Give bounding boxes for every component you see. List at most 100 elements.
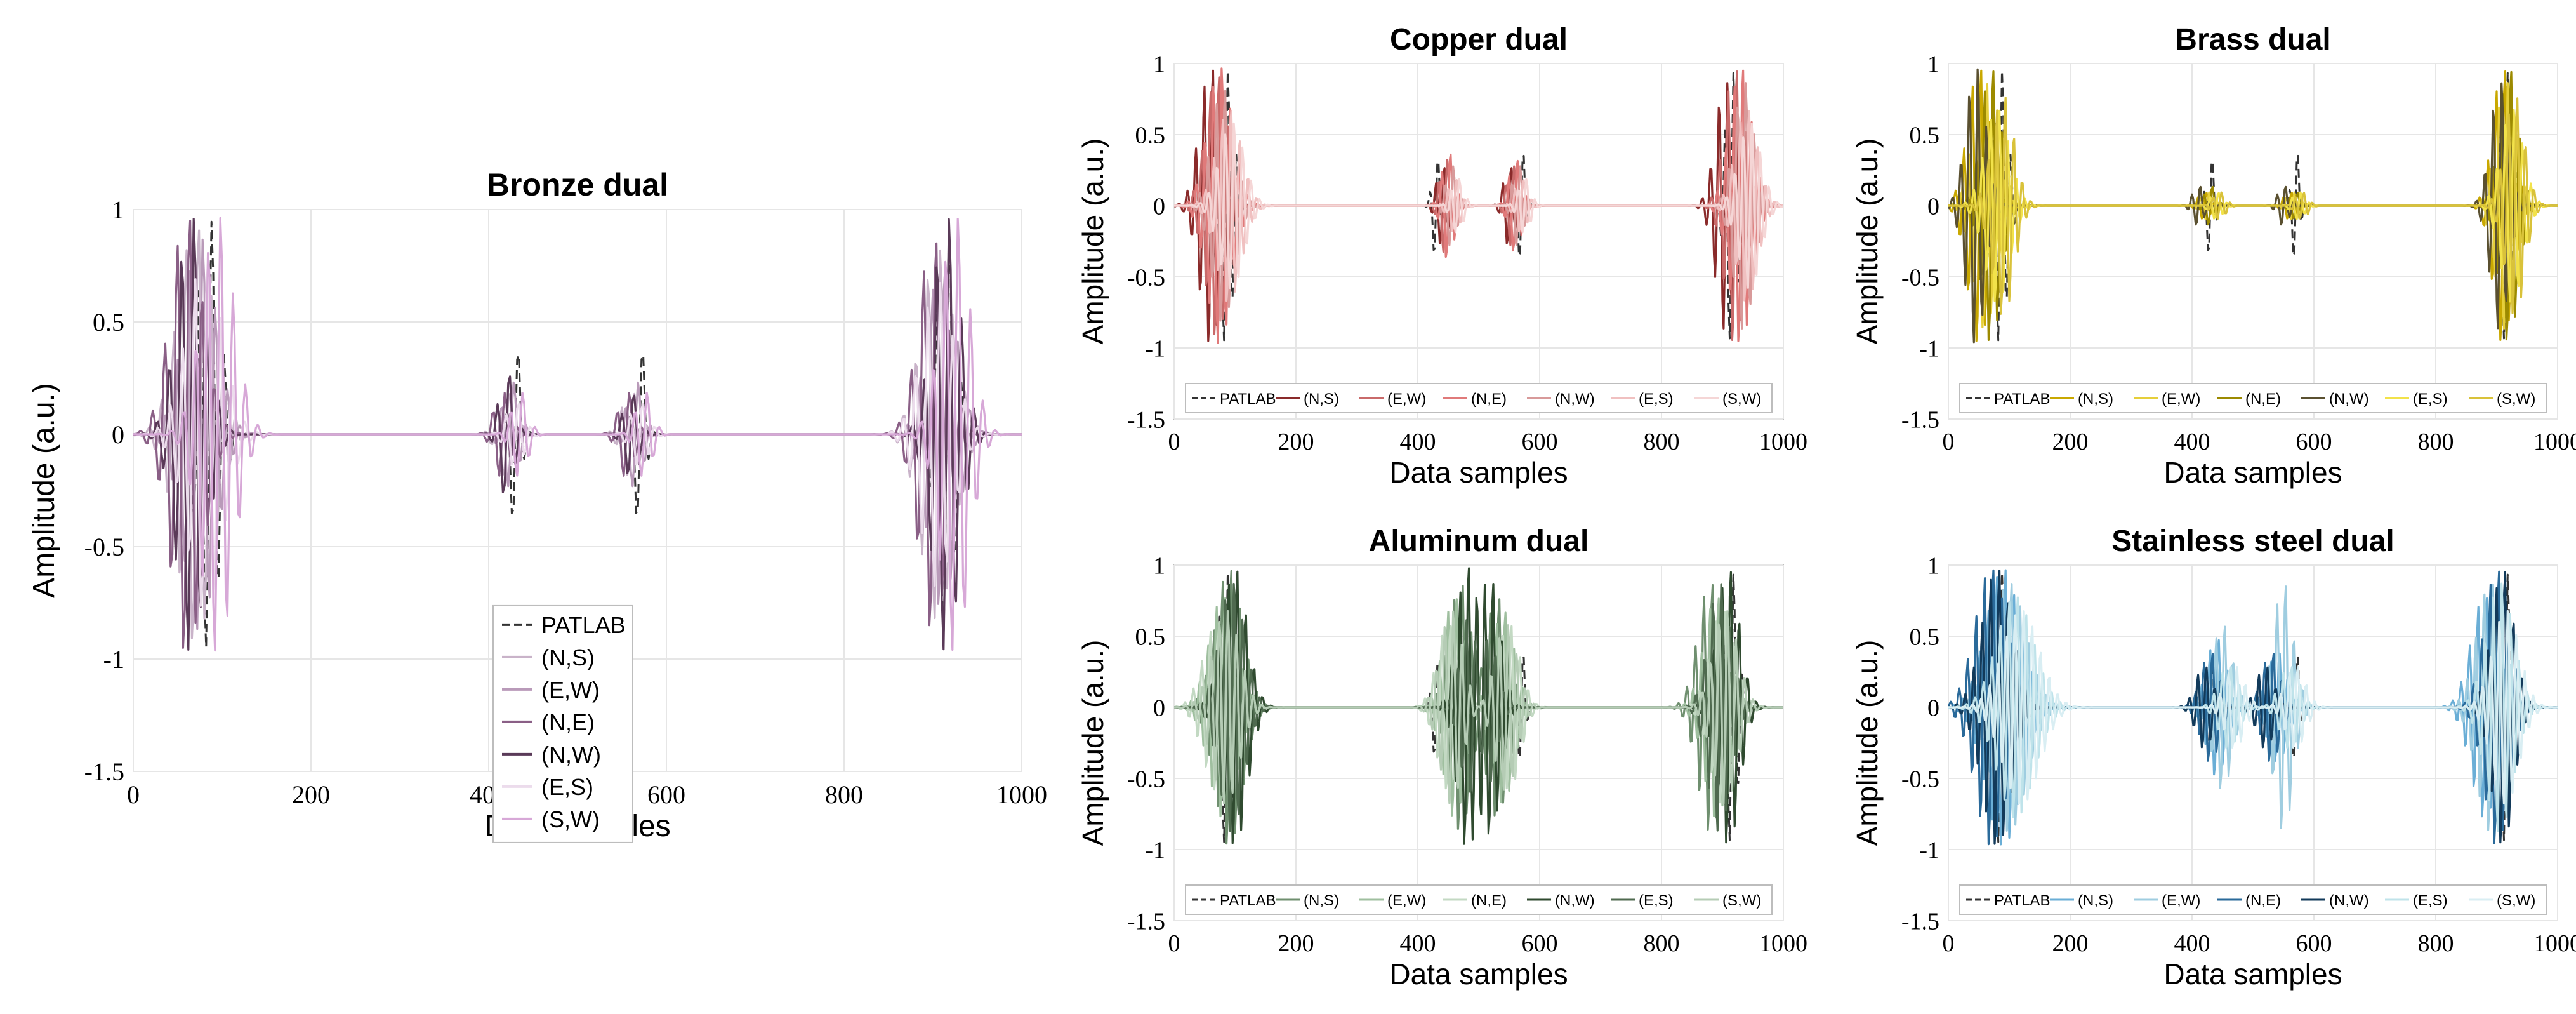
x-tick-label: 600 [1522, 429, 1558, 455]
legend-entry-label: (N,W) [541, 742, 601, 768]
legend-entry-label: (N,E) [1471, 390, 1507, 408]
legend-entry-label: (N,S) [1304, 892, 1339, 909]
plot-area [1948, 63, 2558, 420]
y-tick-label: -1.5 [84, 757, 124, 786]
legend-entry-label: (E,S) [2413, 390, 2448, 408]
x-tick-label: 0 [1943, 930, 1955, 957]
legend-entry-label: (E,S) [2413, 892, 2448, 909]
x-tick-label: 0 [1943, 429, 1955, 455]
y-tick-label: 0.5 [1910, 122, 1940, 149]
y-tick-label: -1 [1145, 837, 1165, 864]
legend: PATLAB (N,S) (E,W) (N,E) (N,W) (E,S) (S,W) [492, 604, 633, 843]
x-tick-label: 600 [1522, 930, 1558, 957]
y-axis-label: Amplitude (a.u.) [1076, 138, 1109, 345]
y-tick-label: -0.5 [1127, 264, 1165, 291]
x-tick-label: 1000 [996, 780, 1047, 809]
x-tick-label: 800 [2418, 429, 2454, 455]
series-group [1174, 567, 1783, 845]
x-axis-label: Data samples [2163, 957, 2342, 991]
y-tick-label: -1.5 [1901, 908, 1939, 935]
chart-panel: 0 200 400 600 800 1000 -1.5 -1 -0.5 0 0.5 1 Copper d… [1076, 23, 1807, 489]
y-tick-label: -1 [1919, 335, 1939, 362]
legend-entry-label: PATLAB [1220, 892, 1276, 909]
legend-entry-label: (E,W) [1387, 892, 1426, 909]
y-tick-label: 0.5 [1135, 122, 1166, 149]
series-line [1174, 610, 1783, 805]
y-tick-label: 0 [1927, 193, 1939, 220]
legend: PATLAB (N,S) (E,W) (N,E) (N,W) (E,S) (S,W) [1185, 383, 1773, 413]
chart-title: Bronze dual [487, 167, 668, 203]
chart-title: Stainless steel dual [2111, 524, 2394, 558]
plot-area [1173, 63, 1784, 420]
y-tick-label: 1 [1153, 51, 1165, 77]
y-tick-label: 0 [1927, 695, 1939, 721]
y-axis-label: Amplitude (a.u.) [1851, 640, 1884, 846]
legend-entry-label: (N,E) [1471, 892, 1507, 909]
y-tick-label: -0.5 [1127, 766, 1165, 792]
y-axis-label: Amplitude (a.u.) [1851, 138, 1884, 345]
legend: PATLAB (N,S) (E,W) (N,E) (N,W) (E,S) (S,W) [1185, 884, 1773, 915]
legend-entry-label: (N,S) [2078, 390, 2113, 408]
series-line [1948, 97, 2558, 315]
x-tick-label: 200 [2052, 429, 2089, 455]
legend-entry-label: (N,E) [2245, 390, 2281, 408]
legend-entry-label: (E,W) [541, 677, 600, 703]
y-tick-label: 1 [112, 196, 124, 224]
legend-box [492, 604, 633, 843]
x-tick-label: 1000 [1759, 429, 1807, 455]
x-tick-label: 1000 [1759, 930, 1807, 957]
series-line [1948, 610, 2558, 805]
legend-entry-label: (E,W) [2162, 892, 2200, 909]
y-tick-label: 0.5 [93, 308, 124, 337]
x-tick-label: 800 [825, 780, 863, 809]
legend: PATLAB (N,S) (E,W) (N,E) (N,W) (E,S) (S,W) [1959, 383, 2547, 413]
x-tick-label: 400 [1400, 429, 1436, 455]
legend-entry-label: (N,E) [2245, 892, 2281, 909]
series-group [1174, 67, 1783, 344]
x-axis-label: Data samples [1389, 456, 1568, 489]
legend-entry-label: (E,W) [2162, 390, 2200, 408]
x-tick-label: 200 [1278, 429, 1314, 455]
chart-title: Brass dual [2175, 23, 2330, 57]
legend-entry-label: (S,W) [2497, 390, 2535, 408]
legend-entry-label: PATLAB [1994, 892, 2050, 909]
x-axis-label: Data samples [2163, 456, 2342, 489]
y-tick-label: 1 [1927, 51, 1939, 77]
x-tick-label: 400 [1400, 930, 1436, 957]
series-group [1948, 569, 2558, 846]
legend-entry-label: (S,W) [2497, 892, 2535, 909]
legend-entry-label: (N,S) [2078, 892, 2113, 909]
y-tick-label: 0 [112, 420, 124, 449]
x-axis-label: Data samples [1389, 957, 1568, 991]
chart-title: Aluminum dual [1369, 524, 1589, 558]
x-tick-label: 1000 [2533, 429, 2576, 455]
x-tick-label: 200 [1278, 930, 1314, 957]
x-tick-label: 0 [1168, 930, 1180, 957]
series-line [133, 217, 1022, 652]
x-tick-label: 800 [2418, 930, 2454, 957]
legend-entry-label: (E,S) [1639, 390, 1674, 408]
y-axis-label: Amplitude (a.u.) [27, 383, 61, 598]
x-tick-label: 800 [1644, 429, 1680, 455]
chart-panel: 0 200 400 600 800 1000 -1.5 -1 -0.5 0 0.5 1 Brass du… [1851, 23, 2576, 489]
chart-panel: 0 200 400 600 800 1000 -1.5 -1 -0.5 0 0.5 1 Aluminum… [1076, 524, 1807, 991]
legend-entry-label: (E,W) [1387, 390, 1426, 408]
legend-entry-label: (N,E) [541, 709, 595, 735]
legend-entry-label: (S,W) [541, 806, 600, 832]
chart-title: Copper dual [1390, 23, 1568, 57]
y-tick-label: -1.5 [1127, 908, 1165, 935]
y-tick-label: -1 [1919, 837, 1939, 864]
legend-entry-label: (E,S) [1639, 892, 1674, 909]
x-tick-label: 600 [647, 780, 685, 809]
x-tick-label: 200 [2052, 930, 2089, 957]
legend-entry-label: (S,W) [1722, 390, 1761, 408]
legend-entry-label: (N,W) [2329, 892, 2369, 909]
chart-panel: 0 200 400 600 800 1000 -1.5 -1 -0.5 0 0.5 1 Stainles… [1851, 524, 2576, 991]
x-tick-label: 0 [127, 780, 140, 809]
y-tick-label: -0.5 [1901, 264, 1939, 291]
legend-entry-label: PATLAB [1994, 390, 2050, 408]
y-tick-label: -1.5 [1127, 406, 1165, 433]
x-tick-label: 0 [1168, 429, 1180, 455]
